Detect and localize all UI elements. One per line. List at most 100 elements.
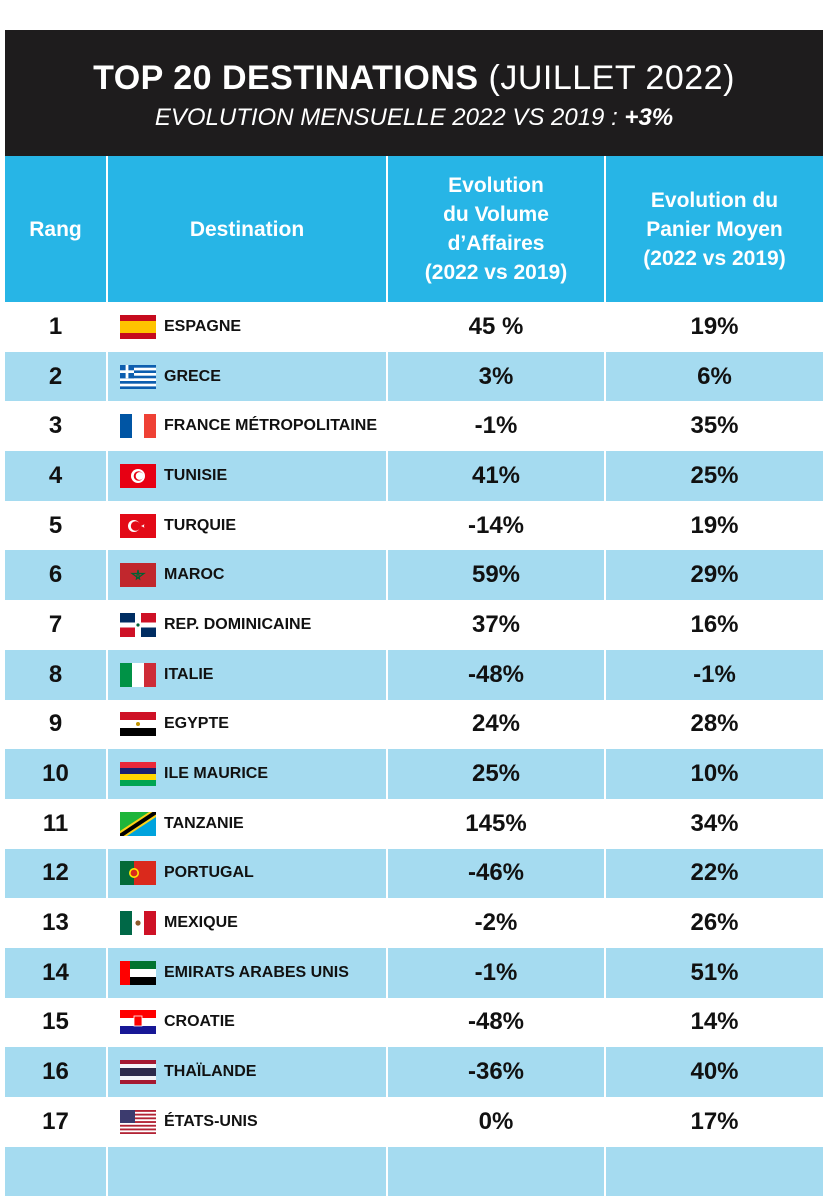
basket-cell: 17%: [604, 1097, 823, 1147]
destination-cell: MAROC: [106, 550, 387, 601]
table-row: 4 TUNISIE 41% 25%: [5, 451, 823, 501]
volume-cell: -14%: [386, 500, 605, 551]
volume-cell: 24%: [386, 699, 605, 750]
volume-cell: 59%: [386, 550, 605, 601]
volume-cell: -36%: [386, 1047, 605, 1097]
destination-name: MAROC: [164, 566, 225, 584]
destination-name: REP. DOMINICAINE: [164, 615, 312, 633]
table-row: 3 FRANCE MÉTROPOLITAINE -1% 35%: [5, 401, 823, 452]
table-row: 14 EMIRATS ARABES UNIS -1% 51%: [5, 947, 823, 998]
destination-name: EMIRATS ARABES UNIS: [164, 963, 349, 981]
volume-cell: 45 %: [386, 302, 605, 352]
thailand-flag-icon: [120, 1060, 156, 1085]
dominican-republic-flag-icon: [120, 612, 156, 637]
destination-name: CROATIE: [164, 1013, 235, 1031]
destination-cell: ÉTATS-UNIS: [106, 1097, 387, 1147]
turkey-flag-icon: [120, 513, 156, 538]
destination-name: EGYPTE: [164, 715, 229, 733]
destination-cell: CROATIE: [106, 997, 387, 1048]
volume-cell: -46%: [386, 848, 605, 899]
rank-cell: 15: [5, 997, 107, 1048]
table-row: 1 ESPAGNE 45 % 19%: [5, 302, 823, 352]
destination-cell: REP. DOMINICAINE: [106, 600, 387, 650]
destination-cell: ITALIE: [106, 649, 387, 700]
table-row: 10 ILE MAURICE 25% 10%: [5, 749, 823, 799]
volume-cell: -48%: [386, 649, 605, 700]
basket-header-line: Evolution du: [650, 188, 779, 212]
subtitle-value: +3%: [624, 104, 674, 131]
croatia-flag-icon: [120, 1010, 156, 1035]
destination-name: ÉTATS-UNIS: [164, 1112, 258, 1130]
destination-name: THAÏLANDE: [164, 1063, 257, 1081]
table-row: 5 TURQUIE -14% 19%: [5, 500, 823, 551]
page-title: TOP 20 DESTINATIONS (JUILLET 2022): [5, 58, 823, 98]
table-row: 17 ÉTATS-UNIS 0% 17%: [5, 1097, 823, 1147]
rank-cell: 6: [5, 550, 107, 601]
volume-cell: -48%: [386, 997, 605, 1048]
tunisia-flag-icon: [120, 463, 156, 488]
destination-cell: TANZANIE: [106, 798, 387, 849]
rank-cell: 5: [5, 500, 107, 551]
destination-name: ILE MAURICE: [164, 765, 268, 783]
basket-cell: 35%: [604, 401, 823, 452]
column-header-destination: Destination: [106, 156, 387, 302]
spain-flag-icon: [120, 314, 156, 339]
volume-header-line: d’Affaires: [447, 232, 545, 255]
table-header-row: Rang Destination Evolution du Volume d’Aff…: [5, 156, 823, 302]
basket-header-line: Panier Moyen: [646, 217, 783, 241]
destination-cell: EGYPTE: [106, 699, 387, 750]
italy-flag-icon: [120, 662, 156, 687]
rank-cell: 10: [5, 749, 107, 799]
column-header-basket: Evolution du Panier Moyen (2022 vs 2019): [604, 156, 823, 302]
basket-cell: 16%: [604, 600, 823, 650]
rank-cell: 11: [5, 798, 107, 849]
table-body: 1 ESPAGNE 45 % 19% 2 GRECE 3% 6% 3 FRANCE MÉTROPO…: [5, 302, 823, 1196]
uae-flag-icon: [120, 960, 156, 985]
top20-table-card: TOP 20 DESTINATIONS (JUILLET 2022) EVOLU…: [5, 30, 823, 1196]
table-row: 13 MEXIQUE -2% 26%: [5, 898, 823, 948]
greece-flag-icon: [120, 364, 156, 389]
rank-cell: 17: [5, 1097, 107, 1147]
destination-cell: PORTUGAL: [106, 848, 387, 899]
rank-cell: 3: [5, 401, 107, 452]
destination-cell: EMIRATS ARABES UNIS: [106, 947, 387, 998]
rank-cell: 8: [5, 649, 107, 700]
destination-cell: FRANCE MÉTROPOLITAINE: [106, 401, 387, 452]
rank-cell: 1: [5, 302, 107, 352]
table-row: 16 THAÏLANDE -36% 40%: [5, 1047, 823, 1097]
basket-cell: -1%: [604, 649, 823, 700]
basket-cell: 25%: [604, 451, 823, 501]
volume-cell: -1%: [386, 401, 605, 452]
destination-name: FRANCE MÉTROPOLITAINE: [164, 417, 378, 435]
basket-cell: 29%: [604, 550, 823, 601]
volume-cell: -1%: [386, 947, 605, 998]
basket-cell: 26%: [604, 898, 823, 948]
basket-cell: 19%: [604, 302, 823, 352]
basket-cell: 14%: [604, 997, 823, 1048]
basket-cell: 6%: [604, 351, 823, 402]
destination-cell: TUNISIE: [106, 451, 387, 501]
table-row: 7 REP. DOMINICAINE 37% 16%: [5, 600, 823, 650]
destination-name: PORTUGAL: [164, 864, 254, 882]
subtitle: EVOLUTION MENSUELLE 2022 VS 2019 : +3%: [5, 102, 823, 134]
title-bold: TOP 20 DESTINATIONS: [93, 59, 479, 97]
table-row: 9 EGYPTE 24% 28%: [5, 699, 823, 750]
title-period: (JUILLET 2022): [488, 59, 735, 97]
rank-cell: 7: [5, 600, 107, 650]
rank-cell: 4: [5, 451, 107, 501]
basket-cell: 28%: [604, 699, 823, 750]
title-banner: TOP 20 DESTINATIONS (JUILLET 2022) EVOLU…: [5, 30, 823, 156]
usa-flag-icon: [120, 1109, 156, 1134]
table-row: 11 TANZANIE 145% 34%: [5, 798, 823, 849]
volume-cell: 41%: [386, 451, 605, 501]
destination-name: TURQUIE: [164, 516, 236, 534]
destination-cell: ILE MAURICE: [106, 749, 387, 799]
basket-cell: 51%: [604, 947, 823, 998]
basket-cell: 40%: [604, 1047, 823, 1097]
volume-header-line: Evolution: [448, 174, 544, 197]
destination-cell: TURQUIE: [106, 500, 387, 551]
destination-name: ITALIE: [164, 665, 214, 683]
destination-name: MEXIQUE: [164, 914, 238, 932]
basket-cell: 10%: [604, 749, 823, 799]
volume-cell: 25%: [386, 749, 605, 799]
